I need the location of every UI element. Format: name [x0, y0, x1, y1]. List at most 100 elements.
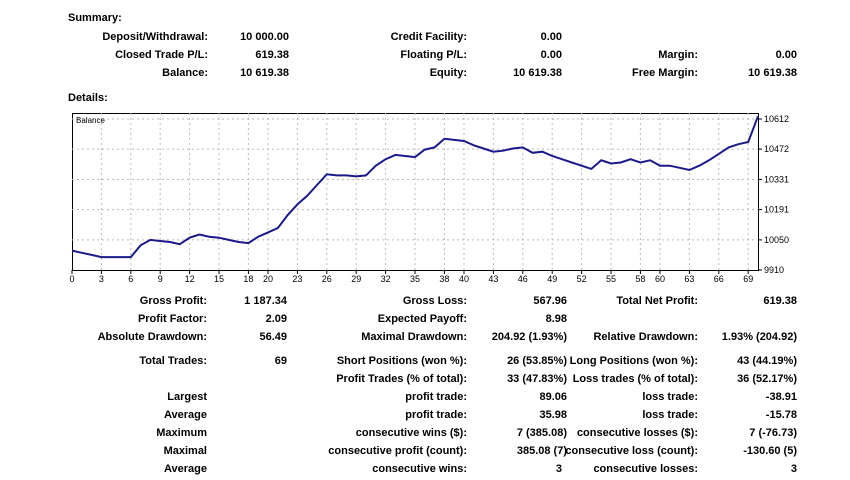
expected-payoff-label: Expected Payoff:: [377, 313, 467, 325]
largest-loss-label: loss trade:: [642, 391, 698, 403]
y-tick-label: 10472: [764, 144, 789, 154]
profit-trades-value: 33 (47.83%): [507, 373, 567, 385]
x-tick-label: 6: [128, 274, 133, 284]
chart-frame: [72, 113, 759, 271]
y-tick-label: 10331: [764, 174, 789, 184]
x-tick-label: 29: [351, 274, 361, 284]
x-tick-label: 32: [381, 274, 391, 284]
x-tick-label: 63: [684, 274, 694, 284]
x-tick-label: 46: [518, 274, 528, 284]
profit-factor-label: Profit Factor:: [137, 313, 207, 325]
x-tick-label: 0: [69, 274, 74, 284]
absolute-drawdown-label: Absolute Drawdown:: [97, 331, 207, 343]
balance-line: [71, 115, 759, 259]
x-tick-label: 43: [488, 274, 498, 284]
balance-label: Balance:: [162, 67, 208, 79]
maximal-consecutive-profit-value: 385.08 (7): [516, 445, 567, 457]
largest-profit-value: 89.06: [539, 391, 567, 403]
avg-consecutive-losses-value: 3: [790, 463, 797, 475]
loss-trades-label: Loss trades (% of total):: [572, 373, 698, 385]
average-profit-value: 35.98: [539, 409, 567, 421]
credit-value: 0.00: [540, 31, 562, 43]
total-net-profit-value: 619.38: [763, 295, 797, 307]
maximal-consecutive-loss-label: consecutive loss (count):: [565, 445, 698, 457]
x-tick-label: 58: [635, 274, 645, 284]
x-tick-label: 20: [263, 274, 273, 284]
x-tick-label: 52: [577, 274, 587, 284]
profit-factor-value: 2.09: [265, 313, 287, 325]
x-tick-label: 9: [158, 274, 163, 284]
total-trades-value: 69: [274, 355, 287, 367]
average-consecutive-label: Average: [163, 463, 207, 475]
maximal-drawdown-value: 204.92 (1.93%): [491, 331, 567, 343]
balance-value: 10 619.38: [240, 67, 289, 79]
floating-value: 0.00: [540, 49, 562, 61]
maximal-consecutive-profit-label: consecutive profit (count):: [328, 445, 467, 457]
y-tick-label: 9910: [764, 265, 784, 275]
long-positions-value: 43 (44.19%): [737, 355, 797, 367]
gross-profit-value: 1 187.34: [244, 295, 287, 307]
deposit-label: Deposit/Withdrawal:: [102, 31, 208, 43]
x-tick-label: 69: [743, 274, 753, 284]
x-tick-label: 23: [292, 274, 302, 284]
balance-chart: 10612 10472 10331 10191 10050 9910 0 3 6 9 12 15 18 2…: [69, 113, 789, 284]
x-tick-label: 15: [214, 274, 224, 284]
largest-loss-value: -38.91: [765, 391, 797, 403]
max-consecutive-wins-value: 7 (385.08): [516, 427, 567, 439]
closed-pl-label: Closed Trade P/L:: [115, 49, 208, 61]
equity-value: 10 619.38: [513, 67, 562, 79]
maximal-consecutive-loss-value: -130.60 (5): [743, 445, 797, 457]
margin-value: 0.00: [775, 49, 797, 61]
gross-loss-label: Gross Loss:: [402, 295, 467, 307]
gross-profit-label: Gross Profit:: [139, 295, 207, 307]
max-consecutive-losses-value: 7 (-76.73): [749, 427, 797, 439]
x-tick-label: 35: [410, 274, 420, 284]
gross-loss-value: 567.96: [533, 295, 567, 307]
expected-payoff-value: 8.98: [545, 313, 567, 325]
free-margin-label: Free Margin:: [631, 67, 698, 79]
equity-label: Equity:: [429, 67, 467, 79]
x-tick-label: 55: [606, 274, 616, 284]
relative-drawdown-value: 1.93% (204.92): [721, 331, 797, 343]
chart-title: Balance: [76, 116, 105, 125]
average-profit-label: profit trade:: [405, 409, 467, 421]
total-net-profit-label: Total Net Profit:: [616, 295, 698, 307]
maximal-label: Maximal: [163, 445, 207, 457]
y-tick-label: 10191: [764, 205, 789, 215]
average-loss-label: loss trade:: [642, 409, 698, 421]
avg-consecutive-losses-label: consecutive losses:: [593, 463, 698, 475]
x-tick-label: 60: [655, 274, 665, 284]
average-loss-value: -15.78: [765, 409, 797, 421]
x-tick-label: 26: [322, 274, 332, 284]
details-heading: Details:: [68, 92, 108, 104]
margin-label: Margin:: [658, 49, 698, 61]
y-tick-label: 10612: [764, 114, 789, 124]
long-positions-label: Long Positions (won %):: [569, 355, 698, 367]
avg-consecutive-wins-label: consecutive wins:: [372, 463, 467, 475]
avg-consecutive-wins-value: 3: [555, 463, 562, 475]
x-tick-label: 49: [547, 274, 557, 284]
maximal-drawdown-label: Maximal Drawdown:: [361, 331, 467, 343]
free-margin-value: 10 619.38: [748, 67, 797, 79]
relative-drawdown-label: Relative Drawdown:: [593, 331, 698, 343]
x-tick-label: 12: [185, 274, 195, 284]
x-tick-label: 38: [439, 274, 449, 284]
average-label: Average: [163, 409, 207, 421]
absolute-drawdown-value: 56.49: [259, 331, 287, 343]
credit-label: Credit Facility:: [390, 31, 467, 43]
profit-trades-label: Profit Trades (% of total):: [336, 373, 467, 385]
short-positions-label: Short Positions (won %):: [336, 355, 467, 367]
largest-label: Largest: [167, 391, 207, 403]
x-tick-label: 18: [243, 274, 253, 284]
y-tick-label: 10050: [764, 235, 789, 245]
x-tick-label: 3: [99, 274, 104, 284]
max-consecutive-losses-label: consecutive losses ($):: [576, 427, 698, 439]
x-tick-label: 66: [714, 274, 724, 284]
closed-pl-value: 619.38: [255, 49, 289, 61]
loss-trades-value: 36 (52.17%): [737, 373, 797, 385]
deposit-value: 10 000.00: [240, 31, 289, 43]
max-consecutive-wins-label: consecutive wins ($):: [355, 427, 467, 439]
largest-profit-label: profit trade:: [405, 391, 467, 403]
total-trades-label: Total Trades:: [139, 355, 207, 367]
